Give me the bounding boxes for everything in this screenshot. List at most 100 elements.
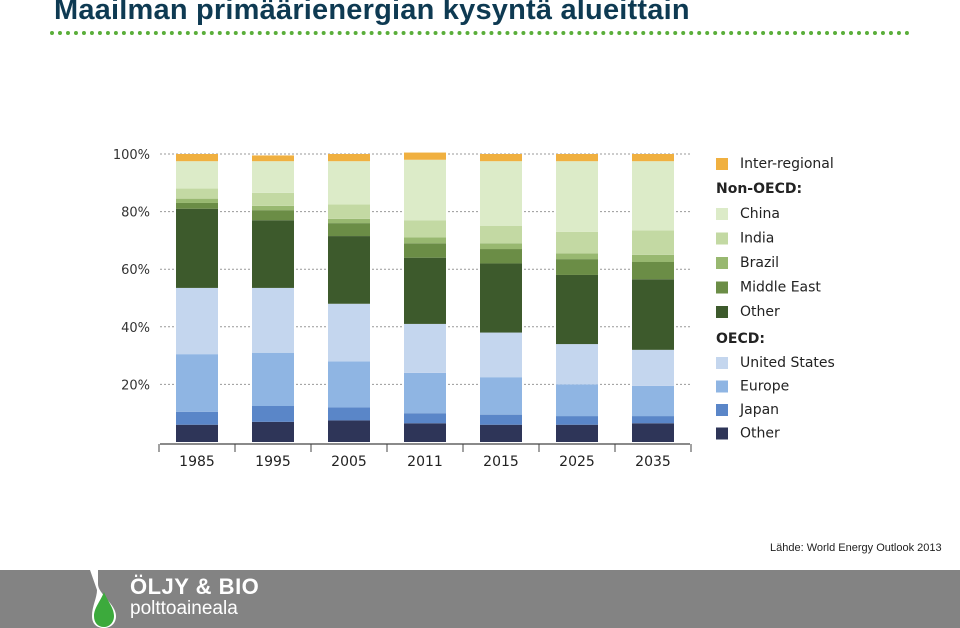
- bar-segment: [176, 202, 218, 209]
- bar-segment: [632, 385, 674, 417]
- legend-heading: OECD:: [716, 331, 765, 347]
- bar-segment: [176, 208, 218, 288]
- bar-segment: [328, 303, 370, 362]
- stacked-bar-chart: 20% 40% 60% 80% 100% 1985 1995 2005 2011 2015 2025…: [113, 148, 835, 470]
- bar-segment: [328, 407, 370, 421]
- bar-segment: [556, 161, 598, 232]
- source-note: Lähde: World Energy Outlook 2013: [770, 542, 942, 554]
- bar-segment: [632, 262, 674, 280]
- bar-segment: [632, 279, 674, 350]
- bar-segment: [176, 411, 218, 425]
- bar-segment: [632, 230, 674, 255]
- legend-swatch: [716, 281, 728, 294]
- bar-segment: [480, 226, 522, 244]
- bar-segment: [252, 406, 294, 422]
- y-tick-label: 100%: [113, 148, 150, 163]
- bar-segment: [404, 220, 446, 238]
- bar-layer: [176, 152, 674, 442]
- bar-segment: [328, 161, 370, 205]
- y-tick-label: 60%: [121, 263, 150, 278]
- bar-segment: [328, 218, 370, 224]
- y-tick-label: 40%: [121, 321, 150, 336]
- bar-segment: [480, 414, 522, 425]
- page-title: Maailman primäärienergian kysyntä alueit…: [54, 0, 690, 26]
- bar-segment: [252, 192, 294, 206]
- bar-segment: [328, 420, 370, 442]
- bar-segment: [252, 220, 294, 288]
- bar-segment: [176, 287, 218, 355]
- bar-segment: [252, 155, 294, 162]
- legend-label: Middle East: [740, 280, 821, 296]
- bar-segment: [176, 154, 218, 162]
- bar-segment: [556, 416, 598, 425]
- bar-segment: [328, 361, 370, 408]
- bar-segment: [252, 287, 294, 353]
- bar-segment: [252, 352, 294, 406]
- x-tick-label: 2005: [331, 454, 367, 470]
- bar-segment: [480, 249, 522, 264]
- legend-heading: Non-OECD:: [716, 181, 802, 197]
- bar-segment: [480, 161, 522, 226]
- legend-swatch: [716, 232, 728, 245]
- legend-swatch: [716, 380, 728, 393]
- bar-segment: [328, 223, 370, 237]
- bar-segment: [480, 332, 522, 378]
- bar-segment: [404, 323, 446, 373]
- legend-swatch: [716, 158, 728, 170]
- bar-segment: [480, 377, 522, 415]
- bar-segment: [328, 154, 370, 162]
- bar-segment: [556, 344, 598, 385]
- bar-segment: [632, 423, 674, 442]
- bar-segment: [556, 424, 598, 442]
- bar-segment: [404, 152, 446, 160]
- bar-segment: [404, 237, 446, 244]
- legend-label: Other: [740, 426, 780, 442]
- legend-label: China: [740, 206, 780, 222]
- legend: Inter-regional Non-OECD: China India Brazil M…: [716, 156, 835, 442]
- legend-swatch: [716, 208, 728, 220]
- bar-segment: [404, 372, 446, 414]
- bar-segment: [404, 423, 446, 442]
- legend-label: Brazil: [740, 255, 779, 271]
- legend-label: Europe: [740, 379, 789, 395]
- bar-segment: [328, 204, 370, 219]
- bar-segment: [556, 259, 598, 275]
- logo-line-1: ÖLJY & BIO: [130, 574, 260, 599]
- bar-segment: [252, 205, 294, 211]
- axes: [158, 443, 692, 452]
- bar-segment: [556, 384, 598, 417]
- legend-label: India: [740, 231, 774, 247]
- x-tick-label: 2025: [559, 454, 595, 470]
- bar-segment: [328, 236, 370, 304]
- legend-swatch: [716, 427, 728, 440]
- bar-segment: [556, 154, 598, 162]
- bar-segment: [480, 154, 522, 162]
- legend-label: Japan: [739, 402, 779, 418]
- legend-swatch: [716, 306, 728, 318]
- bar-segment: [480, 263, 522, 333]
- legend-swatch: [716, 404, 728, 416]
- bar-segment: [556, 253, 598, 260]
- bar-segment: [632, 349, 674, 386]
- y-tick-label: 80%: [121, 206, 150, 221]
- bar-segment: [556, 231, 598, 254]
- bar-segment: [176, 161, 218, 189]
- oil-drop-icon: [90, 570, 116, 628]
- legend-label: Inter-regional: [740, 156, 834, 172]
- x-tick-label: 1985: [179, 454, 215, 470]
- tick-labels: 20% 40% 60% 80% 100% 1985 1995 2005 2011 2015 2025…: [113, 148, 671, 470]
- bar-segment: [632, 416, 674, 424]
- bar-segment: [404, 257, 446, 324]
- bar-segment: [252, 161, 294, 193]
- bar-segment: [176, 354, 218, 412]
- x-tick-label: 1995: [255, 454, 291, 470]
- title-divider: [50, 31, 910, 35]
- bar-segment: [632, 254, 674, 262]
- bar-segment: [404, 413, 446, 424]
- legend-swatch: [716, 357, 728, 369]
- footer-bar: [0, 570, 960, 628]
- x-tick-label: 2011: [407, 454, 443, 470]
- legend-label: United States: [740, 355, 835, 371]
- bar-segment: [252, 421, 294, 442]
- bar-segment: [252, 210, 294, 221]
